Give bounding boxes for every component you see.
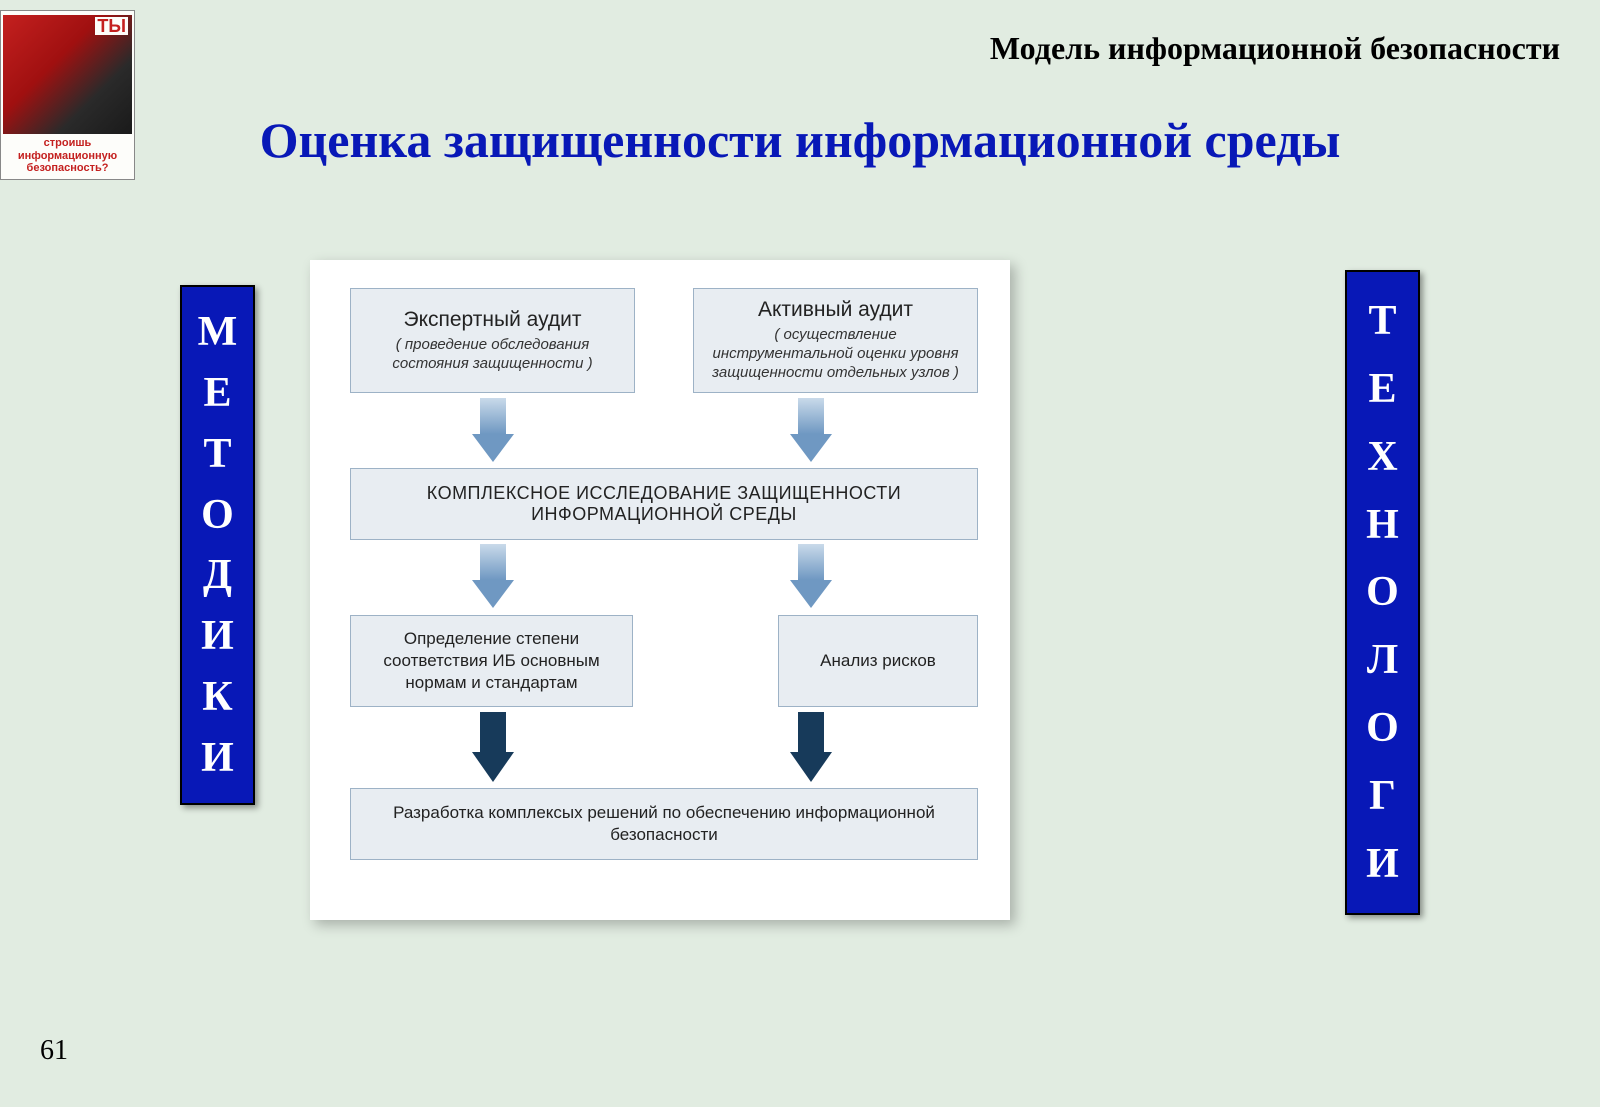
- box-title: Активный аудит: [758, 298, 913, 322]
- box-text: Разработка комплексых решений по обеспеч…: [361, 802, 967, 846]
- poster-top-word: ТЫ: [95, 17, 128, 35]
- page-number: 61: [40, 1035, 68, 1067]
- arrow-icon: [790, 544, 832, 608]
- box-active-audit: Активный аудит ( осуществление инструмен…: [693, 288, 978, 393]
- poster-image: ТЫ: [3, 15, 132, 134]
- box-text: КОМПЛЕКСНОЕ ИССЛЕДОВАНИЕ ЗАЩИЩЕННОСТИ ИН…: [361, 483, 967, 525]
- left-vertical-label: МЕТОДИКИ: [180, 285, 255, 805]
- right-vertical-label: ТЕХНОЛОГИ: [1345, 270, 1420, 915]
- box-title: Экспертный аудит: [403, 308, 581, 332]
- arrow-icon: [790, 712, 832, 782]
- slide-header: Модель информационной безопасности: [990, 30, 1560, 67]
- arrow-icon: [472, 398, 514, 462]
- flowchart-diagram: Экспертный аудит ( проведение обследован…: [310, 260, 1010, 920]
- arrow-icon: [790, 398, 832, 462]
- box-subtitle: ( осуществление инструментальной оценки …: [704, 326, 967, 382]
- box-risk-analysis: Анализ рисков: [778, 615, 978, 707]
- arrow-icon: [472, 544, 514, 608]
- box-text: Анализ рисков: [820, 650, 936, 672]
- box-complex-research: КОМПЛЕКСНОЕ ИССЛЕДОВАНИЕ ЗАЩИЩЕННОСТИ ИН…: [350, 468, 978, 540]
- poster-caption: строишь информационную безопасность?: [18, 137, 117, 175]
- box-text: Определение степени соответствия ИБ осно…: [361, 628, 622, 694]
- box-subtitle: ( проведение обследования состояния защи…: [361, 336, 624, 374]
- box-compliance: Определение степени соответствия ИБ осно…: [350, 615, 633, 707]
- box-expert-audit: Экспертный аудит ( проведение обследован…: [350, 288, 635, 393]
- arrow-icon: [472, 712, 514, 782]
- slide-title: Оценка защищенности информационной среды: [150, 110, 1450, 170]
- box-solutions: Разработка комплексых решений по обеспеч…: [350, 788, 978, 860]
- corner-poster: ТЫ строишь информационную безопасность?: [0, 10, 135, 180]
